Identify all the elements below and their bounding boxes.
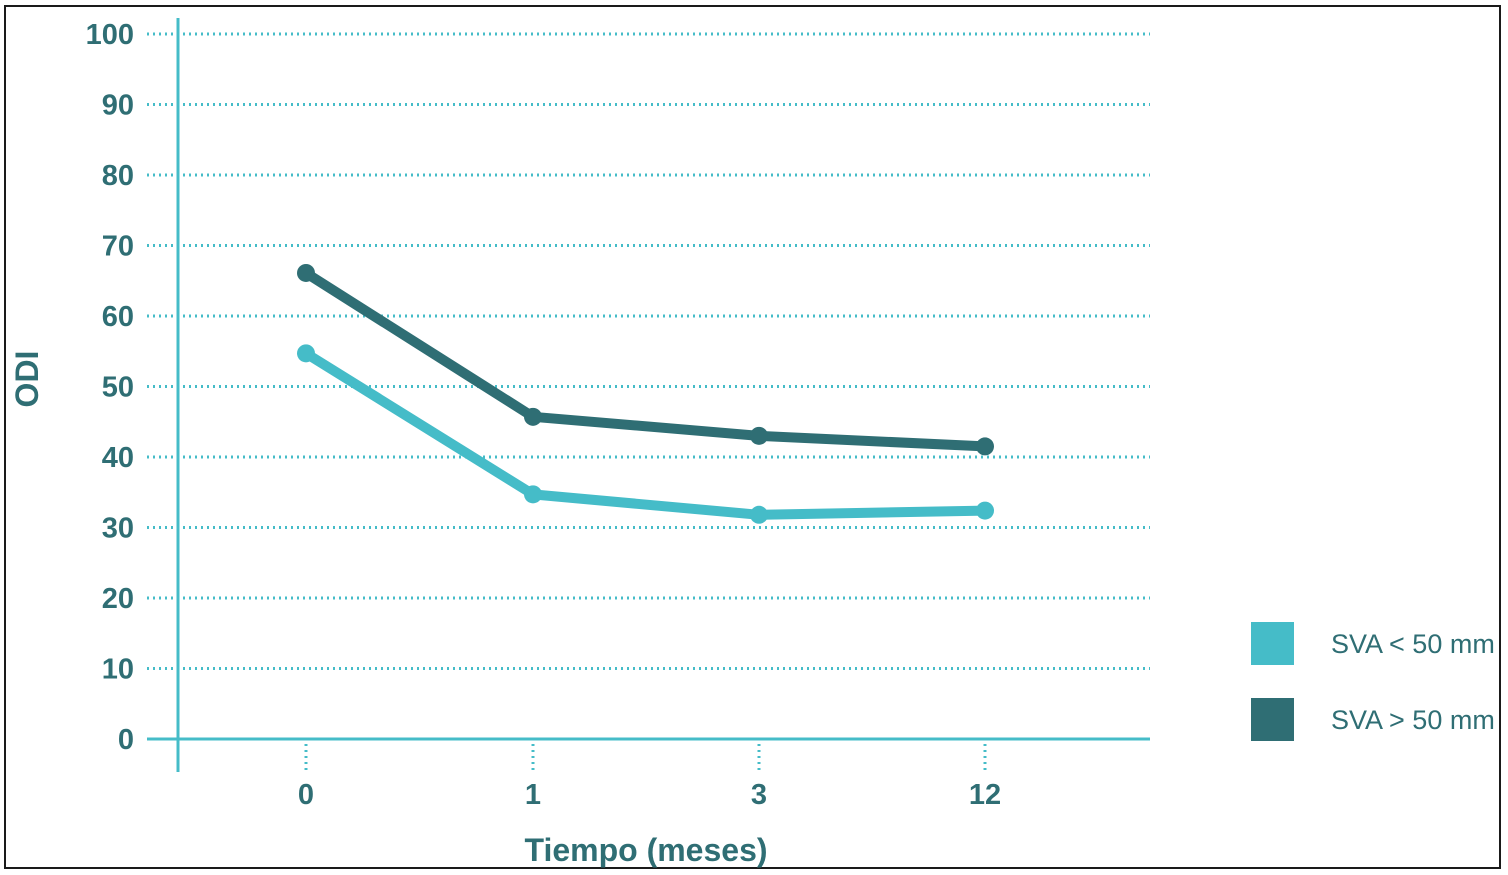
legend-label-sva-50-mm: SVA < 50 mm	[1331, 629, 1495, 659]
x-tick-label-12: 12	[969, 779, 1001, 811]
y-tick-label-0: 0	[118, 724, 134, 756]
x-axis-title: Tiempo (meses)	[524, 832, 767, 868]
legend: SVA < 50 mm SVA > 50 mm	[1251, 622, 1495, 741]
data-point-sva-50-mm-1	[524, 485, 542, 504]
series-line-sva-50-mm	[301, 267, 990, 452]
y-tick-label-80: 80	[102, 160, 134, 192]
series-line-sva-50-mm	[301, 348, 990, 520]
y-tick-labels: 0 10 20 30 40 50 60 70 80 90 100	[86, 19, 134, 756]
y-tick-label-10: 10	[102, 654, 134, 686]
y-tick-label-40: 40	[102, 442, 134, 474]
grid-lines	[147, 32, 1150, 670]
data-point-sva-50-mm-0	[297, 263, 315, 282]
y-tick-label-50: 50	[102, 372, 134, 404]
legend-label-sva-50-mm: SVA > 50 mm	[1331, 705, 1495, 735]
data-point-sva-50-mm-3	[750, 505, 768, 524]
axes	[147, 18, 1150, 772]
series	[297, 263, 994, 524]
x-tick-label-1: 1	[525, 779, 541, 811]
y-tick-label-70: 70	[102, 231, 134, 263]
x-tick-label-3: 3	[751, 779, 767, 811]
data-point-sva-50-mm-3	[750, 426, 768, 445]
legend-swatch-sva-50-mm	[1251, 698, 1294, 741]
y-tick-label-60: 60	[102, 301, 134, 333]
y-tick-label-30: 30	[102, 513, 134, 545]
data-point-sva-50-mm-1	[524, 407, 542, 426]
legend-swatch-sva-50-mm	[1251, 622, 1294, 665]
x-tick-label-0: 0	[298, 779, 314, 811]
data-point-sva-50-mm-0	[297, 344, 315, 363]
y-tick-label-90: 90	[102, 90, 134, 122]
y-axis-title: ODI	[9, 351, 45, 408]
y-tick-label-100: 100	[86, 19, 134, 51]
data-point-sva-50-mm-12	[976, 437, 994, 456]
x-tick-labels: 0 1 3 12	[298, 779, 1001, 811]
data-point-sva-50-mm-12	[976, 501, 994, 520]
y-tick-label-20: 20	[102, 583, 134, 615]
